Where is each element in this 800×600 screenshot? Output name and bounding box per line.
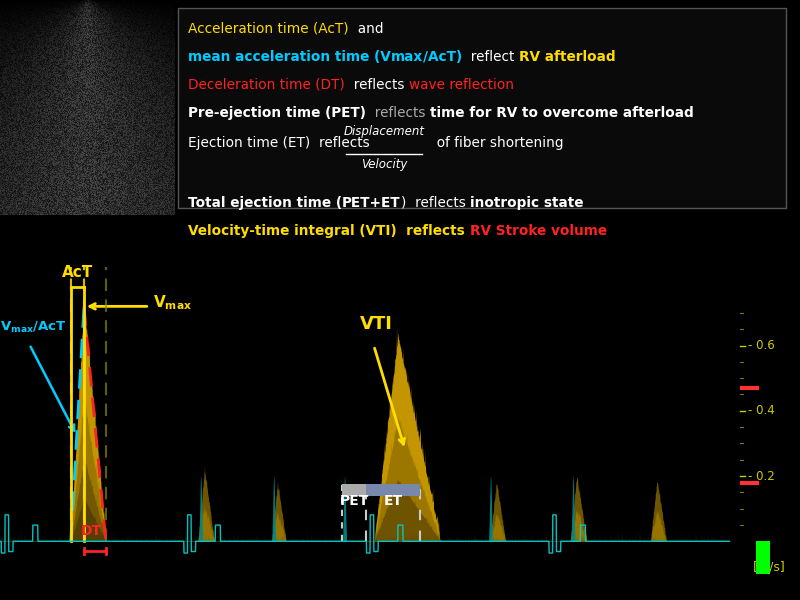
Text: )  reflects: ) reflects	[401, 196, 470, 210]
Text: and: and	[349, 22, 383, 36]
Text: $\mathbf{V_{max}/AcT}$: $\mathbf{V_{max}/AcT}$	[0, 320, 66, 335]
Text: time for RV to overcome afterload: time for RV to overcome afterload	[430, 106, 694, 120]
Text: Pre-ejection time (PET): Pre-ejection time (PET)	[188, 106, 366, 120]
Text: inotropic state: inotropic state	[470, 196, 583, 210]
Text: mean acceleration time (V: mean acceleration time (V	[188, 50, 390, 64]
Bar	[366, 484, 420, 496]
Text: $\mathbf{V_{max}}$: $\mathbf{V_{max}}$	[153, 294, 191, 313]
Text: /AcT): /AcT)	[423, 50, 462, 64]
Text: wave reflection: wave reflection	[409, 78, 514, 92]
Text: DT: DT	[81, 524, 102, 538]
Text: RV Stroke volume: RV Stroke volume	[470, 224, 606, 238]
Text: reflect: reflect	[462, 50, 518, 64]
Text: PET: PET	[339, 494, 369, 508]
Bar	[342, 484, 366, 496]
Text: Displacement: Displacement	[343, 125, 425, 138]
Text: reflects: reflects	[345, 78, 409, 92]
Text: Total ejection time (: Total ejection time (	[188, 196, 342, 210]
Text: Deceleration time (DT): Deceleration time (DT)	[188, 78, 345, 92]
Bar	[178, 8, 786, 208]
Text: PET+ET: PET+ET	[342, 196, 401, 210]
Text: Ejection time (ET)  reflects: Ejection time (ET) reflects	[188, 136, 374, 150]
Text: Velocity: Velocity	[361, 158, 407, 171]
Text: Acceleration time (AcT): Acceleration time (AcT)	[188, 22, 349, 36]
Text: AcT: AcT	[62, 265, 93, 280]
Text: RV afterload: RV afterload	[518, 50, 615, 64]
Text: max: max	[390, 50, 423, 64]
Bar	[756, 541, 770, 574]
Text: V: V	[8, 12, 18, 26]
Text: ET: ET	[383, 494, 402, 508]
Text: - 0.4: - 0.4	[748, 404, 774, 417]
Text: [m/s]: [m/s]	[753, 561, 786, 574]
Text: of fiber shortening: of fiber shortening	[428, 136, 563, 150]
Text: VTI: VTI	[360, 315, 393, 333]
Text: - 0.6: - 0.6	[748, 339, 774, 352]
Text: reflects: reflects	[366, 106, 430, 120]
Text: - 0.2: - 0.2	[748, 470, 774, 482]
Text: Velocity-time integral (VTI)  reflects: Velocity-time integral (VTI) reflects	[188, 224, 470, 238]
